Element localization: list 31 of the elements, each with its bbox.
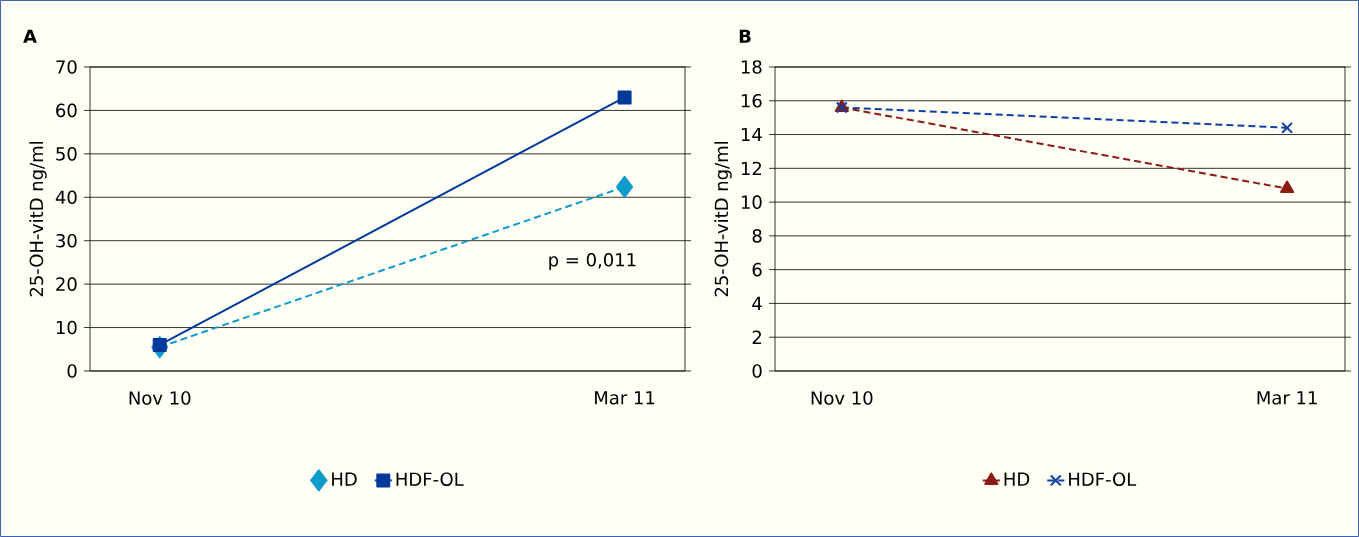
legend-label: HD	[332, 472, 357, 486]
y-tick-label: 60	[56, 103, 77, 118]
y-tick-label: 6	[752, 262, 762, 277]
y-tick-label: 30	[56, 233, 77, 248]
legend-label: HDF-OL	[1069, 472, 1137, 487]
legend-label: HD	[1004, 472, 1030, 486]
legend-label: HDF-OL	[396, 472, 464, 487]
x-tick-label: Nov 10	[129, 391, 191, 405]
x-tick-label: Mar 11	[1257, 391, 1317, 405]
chart-title: A	[23, 29, 37, 43]
y-tick-label: 18	[741, 60, 762, 74]
y-tick-label: 20	[56, 277, 77, 291]
annotation: p = 0,011	[549, 252, 636, 271]
y-tick-label: 2	[752, 330, 761, 344]
x-tick-label: Mar 11	[595, 391, 655, 405]
y-tick-label: 4	[752, 296, 762, 310]
y-tick-label: 14	[741, 127, 762, 142]
y-tick-label: 12	[741, 161, 761, 175]
y-tick-label: 40	[55, 190, 77, 205]
y-tick-label: 10	[741, 195, 762, 209]
y-axis-title: 25-OH-vitD ng/ml	[29, 142, 47, 297]
x-tick-label: Nov 10	[811, 391, 873, 405]
y-tick-label: 0	[67, 364, 77, 378]
y-tick-label: 10	[56, 320, 77, 335]
y-tick-label: 70	[56, 60, 77, 74]
y-tick-label: 8	[752, 229, 762, 243]
y-tick-label: 50	[56, 147, 77, 161]
y-tick-label: 16	[741, 93, 762, 108]
y-tick-label: 0	[752, 364, 762, 378]
chart-title: B	[739, 29, 751, 43]
y-axis-title: 25-OH-vitD ng/ml	[714, 142, 732, 297]
